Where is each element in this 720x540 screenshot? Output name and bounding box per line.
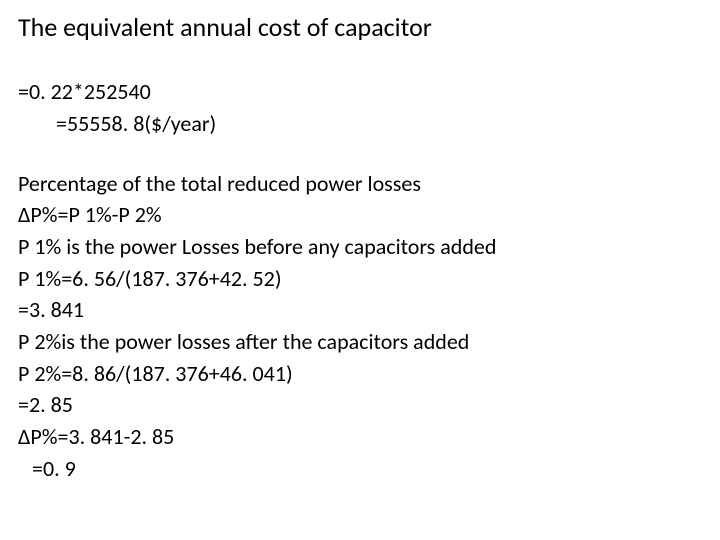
p1-formula: P 1%=6. 56/(187. 376+42. 52) — [18, 264, 702, 294]
section-header: Percentage of the total reduced power lo… — [18, 169, 702, 199]
calc1-line1: =0. 22*252540 — [18, 77, 702, 107]
p1-result: =3. 841 — [18, 295, 702, 325]
blank-gap — [18, 141, 702, 169]
p2-formula: P 2%=8. 86/(187. 376+46. 041) — [18, 359, 702, 389]
slide-body: =0. 22*252540 =55558. 8($/year) Percenta… — [18, 77, 702, 483]
slide-title: The equivalent annual cost of capacitor — [18, 12, 702, 43]
dp-formula: ΔP%=3. 841-2. 85 — [18, 422, 702, 452]
calc1-line2: =55558. 8($/year) — [18, 109, 702, 139]
p2-result: =2. 85 — [18, 390, 702, 420]
p2-desc: P 2%is the power losses after the capaci… — [18, 327, 702, 357]
dp-result: =0. 9 — [18, 454, 702, 484]
slide-container: The equivalent annual cost of capacitor … — [0, 0, 720, 540]
dp-def: ΔP%=P 1%-P 2% — [18, 200, 702, 230]
p1-desc: P 1% is the power Losses before any capa… — [18, 232, 702, 262]
